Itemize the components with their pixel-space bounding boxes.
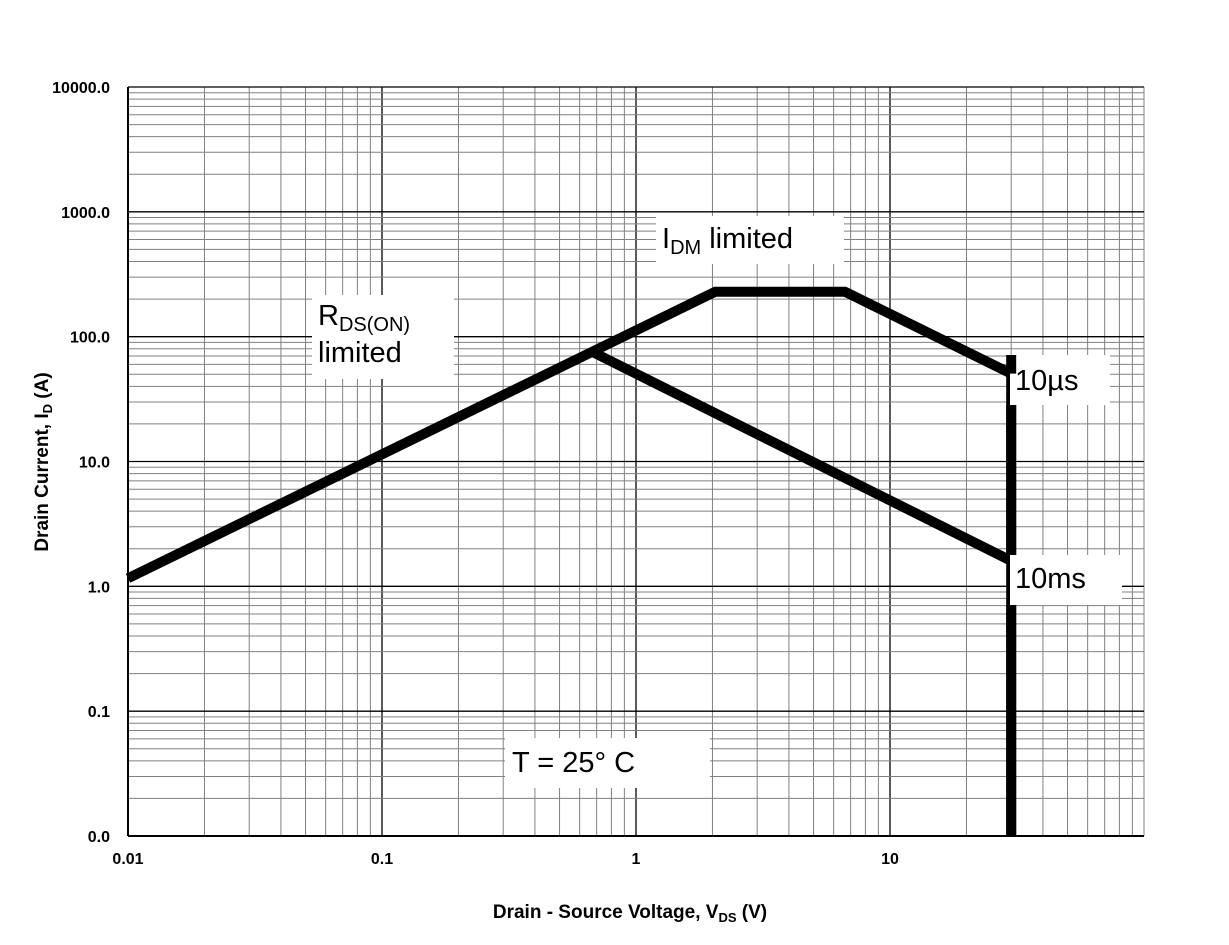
rds-label-bg: [312, 295, 454, 379]
y-tick-label: 0.1: [88, 704, 110, 721]
y-tick-label: 10000.0: [52, 80, 110, 97]
x-axis-label: Drain - Source Voltage, VDS (V): [493, 902, 767, 925]
10us-label: 10µs: [1015, 365, 1078, 397]
x-tick-label: 0.1: [371, 851, 393, 868]
temperature-label: T = 25° C: [512, 747, 635, 779]
temp-label-bg: [505, 738, 710, 788]
idm-label: IDM limited: [662, 223, 793, 259]
y-tick-label: 1000.0: [61, 205, 110, 222]
tick-labels: 0.01 0.1 1 100.00.11.010.0100.01000.010000.…: [52, 80, 899, 868]
10ms-label-bg: [1010, 555, 1122, 605]
rds-label-line2: limited: [318, 337, 402, 369]
x-tick-label: 1: [632, 851, 641, 868]
10us-label-bg: [1010, 355, 1110, 405]
y-tick-label: 100.0: [70, 330, 110, 347]
x-tick-label: 10: [881, 851, 899, 868]
rds-label: RDS(ON): [318, 300, 410, 336]
y-tick-label: 1.0: [88, 579, 110, 596]
x-tick-label: 0.01: [112, 851, 143, 868]
y-axis-label: Drain Current, ID (A): [32, 372, 55, 551]
10ms-label: 10ms: [1015, 563, 1086, 595]
series-line-1: [587, 346, 1014, 566]
idm-label-bg: [656, 216, 844, 264]
grid: [127, 86, 1145, 837]
y-tick-label: 10.0: [79, 455, 110, 472]
y-tick-label: 0.0: [88, 829, 110, 846]
